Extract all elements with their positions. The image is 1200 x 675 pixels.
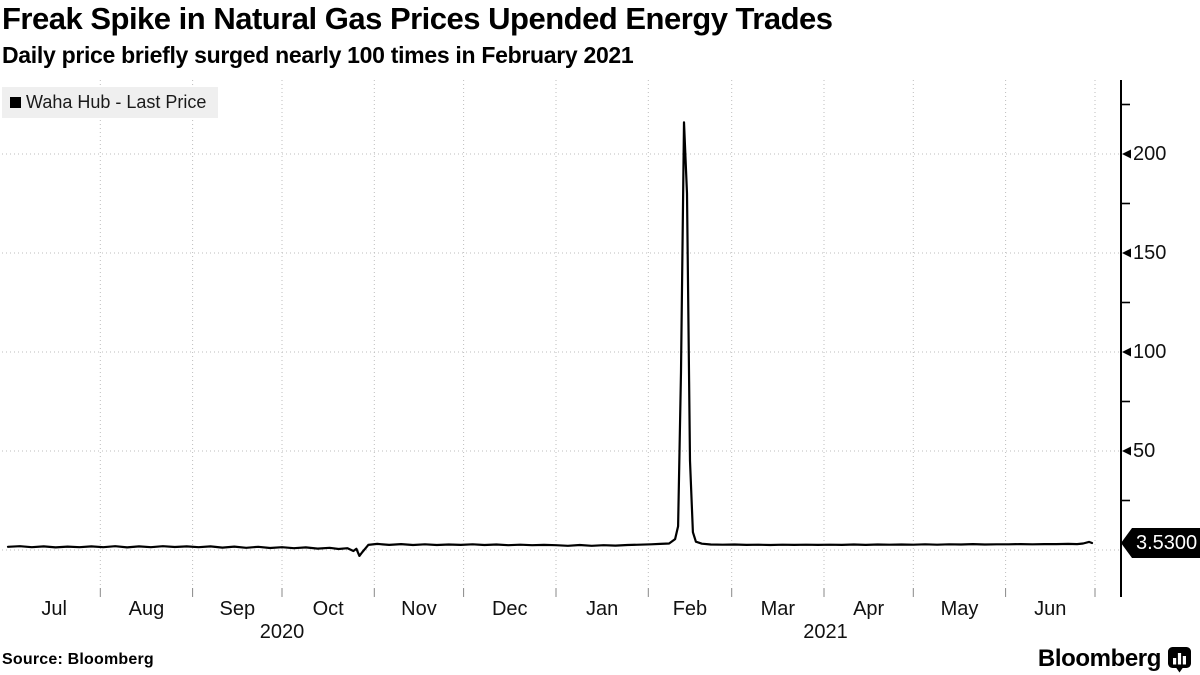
legend: Waha Hub - Last Price xyxy=(2,87,219,118)
x-axis-year-label: 2020 xyxy=(259,621,305,643)
x-axis-month-label: May xyxy=(940,598,979,620)
y-axis-major-tick xyxy=(1122,347,1131,357)
x-axis-month-label: Jun xyxy=(1034,598,1067,620)
chart-title: Freak Spike in Natural Gas Prices Upende… xyxy=(2,1,833,36)
y-axis-major-tick xyxy=(1122,248,1131,258)
x-axis-month-label: Oct xyxy=(312,598,344,620)
x-axis-month-label: Apr xyxy=(853,598,885,620)
x-axis-month-label: Dec xyxy=(491,598,528,620)
x-axis-month-label: Nov xyxy=(401,598,437,620)
last-price-tag: 3.5300 xyxy=(1121,528,1200,558)
x-axis-month-label: Aug xyxy=(128,598,165,620)
bloomberg-logo: Bloomberg xyxy=(1038,645,1192,673)
y-axis-tick-label: 100 xyxy=(1133,341,1167,363)
price-line xyxy=(6,121,1094,558)
y-axis-major-tick xyxy=(1122,446,1131,456)
legend-label: Waha Hub - Last Price xyxy=(26,92,207,112)
x-axis-year-label: 2021 xyxy=(803,621,848,643)
source-note: Source: Bloomberg xyxy=(2,651,154,668)
y-axis-tick-label: 50 xyxy=(1133,440,1156,462)
x-axis-month-label: Sep xyxy=(219,598,256,620)
x-axis-month-label: Feb xyxy=(672,598,708,620)
x-axis-month-label: Jul xyxy=(41,598,67,620)
legend-swatch-icon xyxy=(10,97,21,108)
x-axis-month-label: Mar xyxy=(760,598,796,620)
x-axis-month-label: Jan xyxy=(585,598,619,620)
y-axis-tick-label: 150 xyxy=(1133,242,1167,264)
bloomberg-wordmark: Bloomberg xyxy=(1037,645,1161,672)
y-axis-tick-label: 200 xyxy=(1133,143,1167,165)
chart-subtitle: Daily price briefly surged nearly 100 ti… xyxy=(2,42,634,68)
bloomberg-chart-icon xyxy=(1168,646,1191,672)
y-axis-major-tick xyxy=(1122,149,1131,159)
